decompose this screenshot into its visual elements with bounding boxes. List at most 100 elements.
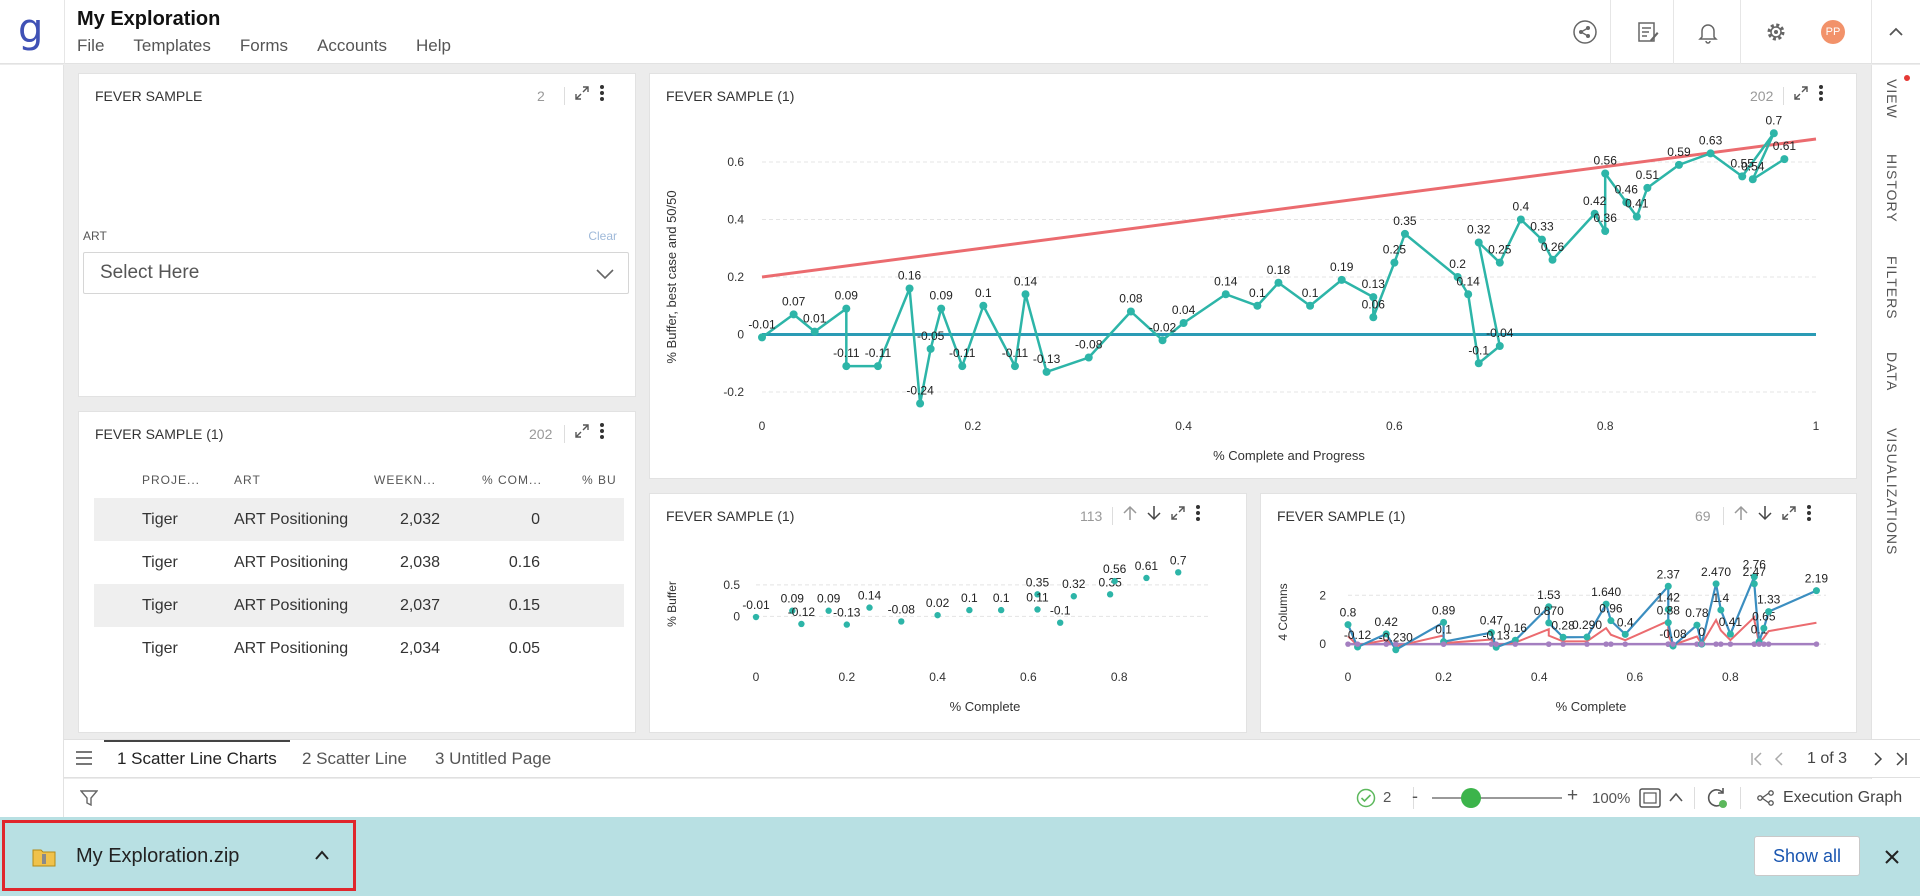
table-cell: ART Positioning [214,584,362,627]
art-select[interactable]: Select Here [83,252,629,294]
data-label: 0.78 [1685,606,1709,620]
y-tick-label: 0 [737,328,744,342]
menu-accounts[interactable]: Accounts [317,36,387,55]
bell-icon[interactable] [1694,18,1722,46]
data-label: -0.01 [748,317,776,331]
fit-screen-icon[interactable] [1639,788,1661,813]
tab-view[interactable]: VIEW [1884,79,1900,119]
column-header[interactable]: % COM... [482,473,543,487]
data-point [1698,641,1705,647]
execution-graph-button[interactable]: Execution Graph [1783,789,1903,806]
data-point [1545,603,1553,611]
data-point [1761,641,1767,647]
refresh-icon[interactable] [1706,787,1728,814]
zoom-slider-thumb[interactable] [1461,788,1481,808]
close-icon[interactable] [1884,849,1900,870]
filter-icon[interactable] [79,790,99,811]
tab-visualizations[interactable]: VISUALIZATIONS [1884,428,1900,556]
first-page-icon[interactable] [1750,752,1764,771]
data-point [810,327,819,336]
tab-page-1[interactable]: 1 Scatter Line Charts [117,749,277,768]
line-chart[interactable]: -0.2 0 0.2 0.4 0.6 0 0.2 0.4 0.6 0.8 1 % Complete a… [650,74,1856,478]
table-cell: Tiger [94,584,214,627]
user-avatar[interactable]: PP [1821,20,1845,44]
more-options-icon[interactable] [1195,504,1201,527]
data-point [1440,618,1448,626]
menu-file[interactable]: File [77,36,105,55]
tab-filters[interactable]: FILTERS [1884,256,1900,320]
data-point [1780,155,1789,164]
data-point [1400,229,1409,238]
data-point [1354,641,1361,647]
x-tick-label: 0.2 [964,419,981,433]
chevron-up-icon[interactable] [313,848,331,867]
data-point [1712,580,1720,588]
data-point [1693,621,1701,629]
expand-icon[interactable] [575,424,589,443]
more-options-icon[interactable] [599,422,605,445]
tab-history[interactable]: HISTORY [1884,154,1900,223]
zoom-slider[interactable] [1432,788,1562,808]
zoom-in-button[interactable]: + [1567,785,1579,806]
data-point [1474,359,1483,368]
table-row[interactable]: Tiger ART Positioning 2,032 0 [94,498,624,541]
more-options-icon[interactable] [1818,84,1824,107]
share-icon[interactable] [1571,18,1599,46]
multi-line-chart[interactable]: 0 2 0 0.2 0.4 0.6 0.8 % Complete 4 Columns 0.8 -0.… [1261,494,1856,732]
download-item[interactable]: My Exploration.zip [2,820,356,891]
menu-help[interactable]: Help [416,36,451,55]
app-logo[interactable]: g [18,6,44,52]
chevron-up-icon[interactable] [1882,18,1910,46]
data-point [1070,593,1077,600]
panel-count: 69 [1695,508,1711,524]
sort-descending-icon[interactable] [1147,505,1161,526]
expand-icon[interactable] [1782,506,1796,525]
table-row[interactable]: Tiger ART Positioning 2,038 0.16 [94,541,624,584]
clear-button[interactable]: Clear [588,229,617,243]
data-point [1559,633,1567,641]
last-page-icon[interactable] [1894,752,1908,771]
next-page-icon[interactable] [1873,752,1883,771]
menu-forms[interactable]: Forms [239,36,289,55]
data-point [1765,641,1772,647]
expand-icon[interactable] [1171,506,1185,525]
data-point [1706,149,1715,158]
panel-toolbar [1112,504,1201,527]
data-label: 0.06 [1362,297,1386,311]
show-all-downloads-button[interactable]: Show all [1754,836,1860,876]
column-header[interactable]: % BU [582,473,617,487]
sort-ascending-icon[interactable] [1734,505,1748,526]
sort-ascending-icon[interactable] [1123,505,1137,526]
data-point [958,362,967,371]
x-tick-label: 0 [1345,670,1352,684]
tab-page-2[interactable]: 2 Scatter Line [302,749,407,768]
more-options-icon[interactable] [599,84,605,107]
table-row[interactable]: Tiger ART Positioning 2,037 0.15 [94,584,624,627]
data-point [1453,273,1462,281]
more-options-icon[interactable] [1806,504,1812,527]
chevron-up-icon[interactable] [1667,789,1685,810]
hamburger-menu-icon[interactable] [76,751,92,770]
data-point [1765,608,1773,616]
tab-page-3[interactable]: 3 Untitled Page [435,749,552,768]
execution-graph-icon[interactable] [1757,790,1775,811]
tab-data[interactable]: DATA [1884,352,1900,392]
previous-page-icon[interactable] [1774,752,1784,771]
header-divider [1610,0,1611,64]
gear-icon[interactable] [1762,18,1790,46]
column-header[interactable]: WEEKN... [374,473,437,487]
zoom-out-button[interactable]: - [1412,786,1418,806]
sort-descending-icon[interactable] [1758,505,1772,526]
data-point [1537,235,1546,244]
notes-icon[interactable] [1634,18,1662,46]
table-row[interactable]: Tiger ART Positioning 2,034 0.05 [94,627,624,670]
scatter-chart[interactable]: 0 0.5 0 0.2 0.4 0.6 0.8 % Complete % Buffer -0.01… [650,494,1246,732]
data-point [1813,641,1820,647]
data-point [905,284,914,293]
expand-icon[interactable] [575,86,589,105]
data-label: 0.41 [1719,615,1743,629]
expand-icon[interactable] [1794,86,1808,105]
menu-templates[interactable]: Templates [133,36,211,55]
column-header[interactable]: ART [234,473,261,487]
column-header[interactable]: PROJE... [142,473,201,487]
